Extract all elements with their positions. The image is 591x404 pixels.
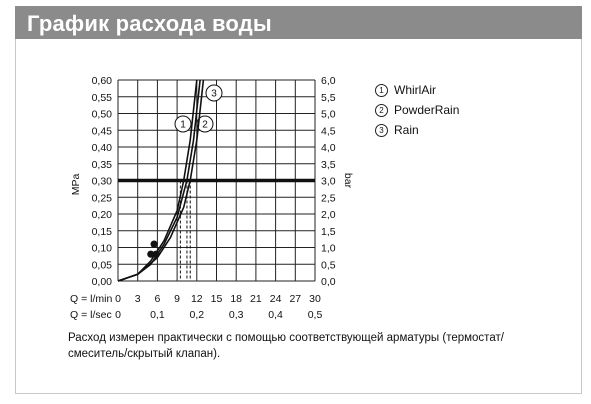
y-tick-label-left: 0,25 bbox=[92, 192, 113, 204]
legend-marker-2: 2 bbox=[375, 103, 388, 117]
y-tick-label-left: 0,15 bbox=[92, 226, 113, 238]
legend-marker-1: 1 bbox=[375, 83, 388, 97]
y-axis-label-left: MPa bbox=[70, 174, 82, 196]
y-tick-label-left: 0,05 bbox=[92, 259, 113, 271]
y-tick-label-right: 4,5 bbox=[321, 125, 336, 137]
y-tick-label-right: 5,5 bbox=[321, 92, 336, 104]
y-tick-label-right: 6,0 bbox=[321, 75, 336, 87]
y-tick-label-left: 0,50 bbox=[92, 109, 113, 121]
x-tick-label-lmin: 12 bbox=[191, 293, 203, 305]
y-tick-label-right: 3,0 bbox=[321, 176, 336, 188]
x-tick-label-lsec: 0,3 bbox=[229, 309, 244, 321]
curve-marker-label-3: 3 bbox=[211, 89, 217, 100]
x-tick-label-lmin: 27 bbox=[289, 293, 301, 305]
page-title: График расхода воды bbox=[27, 11, 272, 36]
legend-label-1: WhirlAir bbox=[394, 83, 436, 97]
panel-frame bbox=[15, 6, 582, 394]
min-pressure-point-1 bbox=[147, 250, 155, 258]
y-tick-label-right: 0,5 bbox=[321, 259, 336, 271]
x-tick-label-lmin: 21 bbox=[250, 293, 262, 305]
x-tick-label-lmin: 15 bbox=[211, 293, 223, 305]
measurement-note: Расход измерен практически с помощью соо… bbox=[68, 332, 504, 360]
curve-marker-2 bbox=[196, 115, 214, 133]
x-tick-label-lmin: 0 bbox=[115, 293, 121, 305]
x-tick-label-lmin: 9 bbox=[174, 293, 180, 305]
x-tick-label-lmin: 18 bbox=[230, 293, 242, 305]
x-tick-label-lsec: 0,4 bbox=[268, 309, 283, 321]
x-tick-label-lsec: 0,5 bbox=[308, 309, 323, 321]
x-tick-label-lmin: 6 bbox=[154, 293, 160, 305]
y-tick-label-left: 0,00 bbox=[92, 276, 113, 288]
y-tick-label-right: 1,5 bbox=[321, 226, 336, 238]
curve-marker-label-1: 1 bbox=[180, 120, 186, 131]
legend-item-1: 1 WhirlAir bbox=[375, 80, 459, 100]
y-tick-label-left: 0,35 bbox=[92, 159, 113, 171]
curve-marker-1 bbox=[174, 115, 192, 133]
y-tick-label-right: 5,0 bbox=[321, 109, 336, 121]
y-tick-label-left: 0,55 bbox=[92, 92, 113, 104]
y-tick-label-left: 0,45 bbox=[92, 125, 113, 137]
y-tick-label-left: 0,40 bbox=[92, 142, 113, 154]
x-axis-label-lsec: Q = l/sec bbox=[70, 309, 112, 321]
y-tick-label-right: 2,5 bbox=[321, 192, 336, 204]
y-tick-label-left: 0,30 bbox=[92, 176, 113, 188]
y-tick-label-right: 2,0 bbox=[321, 209, 336, 221]
min-pressure-point-3 bbox=[152, 250, 160, 258]
y-tick-label-right: 4,0 bbox=[321, 142, 336, 154]
y-tick-label-right: 0,0 bbox=[321, 276, 336, 288]
y-axis-label-right: bar bbox=[342, 173, 354, 189]
x-axis-label-lmin: Q = l/min bbox=[70, 293, 112, 305]
curve-marker-3 bbox=[205, 84, 223, 102]
x-tick-label-lmin: 24 bbox=[270, 293, 282, 305]
y-tick-label-left: 0,10 bbox=[92, 243, 113, 255]
x-tick-label-lsec: 0 bbox=[115, 309, 121, 321]
chart-legend: 1 WhirlAir 2 PowderRain 3 Rain bbox=[375, 80, 459, 140]
y-tick-label-right: 3,5 bbox=[321, 159, 336, 171]
legend-label-3: Rain bbox=[394, 123, 419, 137]
legend-item-3: 3 Rain bbox=[375, 120, 459, 140]
legend-marker-3: 3 bbox=[375, 123, 388, 137]
curve-marker-label-2: 2 bbox=[202, 120, 208, 131]
x-tick-label-lmin: 30 bbox=[309, 293, 321, 305]
legend-item-2: 2 PowderRain bbox=[375, 100, 459, 120]
y-tick-label-right: 1,0 bbox=[321, 243, 336, 255]
x-tick-label-lsec: 0,2 bbox=[189, 309, 204, 321]
y-tick-label-left: 0,20 bbox=[92, 209, 113, 221]
min-pressure-point-2 bbox=[150, 240, 158, 248]
title-bar: График расхода воды bbox=[15, 6, 582, 39]
flow-curve-3 bbox=[117, 79, 205, 282]
y-tick-label-left: 0,60 bbox=[92, 75, 113, 87]
x-tick-label-lmin: 3 bbox=[135, 293, 141, 305]
x-tick-label-lsec: 0,1 bbox=[150, 309, 165, 321]
legend-label-2: PowderRain bbox=[394, 103, 460, 117]
